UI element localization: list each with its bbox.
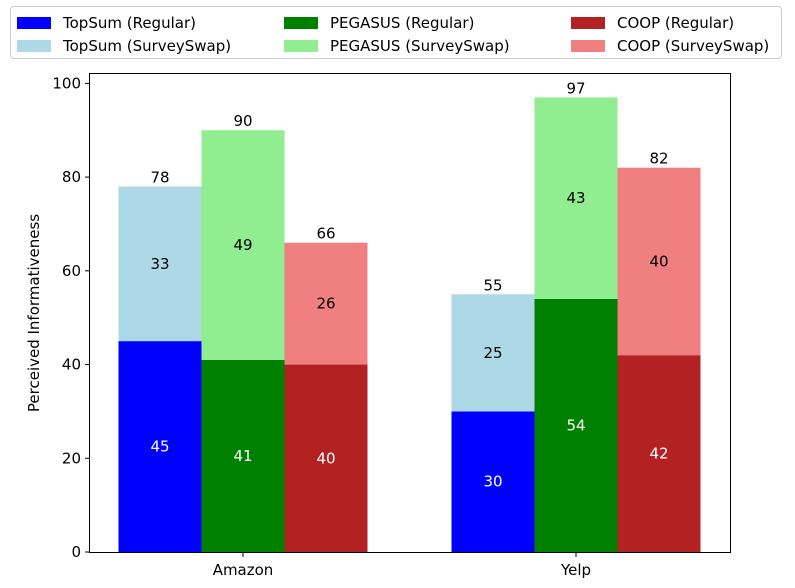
- legend-label: COOP (SurveySwap): [617, 37, 770, 55]
- x-tick-label: Yelp: [560, 561, 591, 579]
- plot-frame: [89, 73, 731, 553]
- legend-swatch: [571, 40, 605, 52]
- bar-topsum-surveyswap-amazon: [118, 186, 202, 342]
- bar-pegasus-regular-amazon: [201, 359, 285, 552]
- bar-value-label: 33: [150, 255, 169, 273]
- y-tick-label: 60: [62, 262, 81, 280]
- legend-item: COOP (SurveySwap): [571, 36, 769, 56]
- bar-value-label: 43: [566, 189, 585, 207]
- bar-coop-surveyswap-yelp: [617, 167, 701, 356]
- y-tick-label: 80: [62, 168, 81, 186]
- bar-value-label: 40: [649, 252, 668, 270]
- legend-swatch: [571, 17, 605, 29]
- x-axis: Amazon Yelp: [213, 552, 591, 579]
- legend-swatch: [17, 17, 51, 29]
- bar-value-label: 54: [566, 416, 585, 434]
- bar-value-label: 26: [316, 295, 335, 313]
- bar-pegasus-surveyswap-yelp: [534, 97, 618, 299]
- legend-item: COOP (Regular): [571, 13, 734, 33]
- y-tick-label: 20: [62, 449, 81, 467]
- bar-total-label: 66: [316, 225, 335, 243]
- bar-topsum-surveyswap-yelp: [451, 294, 535, 412]
- bar-value-label: 42: [649, 445, 668, 463]
- y-tick-label: 0: [71, 543, 81, 561]
- y-tick-label: 100: [52, 74, 81, 92]
- bar-value-label: 40: [316, 449, 335, 467]
- bar-total-label: 97: [566, 79, 585, 97]
- legend-item: PEGASUS (SurveySwap): [284, 36, 510, 56]
- bar-coop-surveyswap-amazon: [284, 242, 368, 365]
- bar-topsum-regular-yelp: [451, 411, 535, 552]
- bar-total-label: 78: [150, 168, 169, 186]
- legend-item: TopSum (SurveySwap): [17, 36, 231, 56]
- x-tick-label: Amazon: [213, 561, 274, 579]
- bar-value-label: 30: [483, 473, 502, 491]
- legend: TopSum (Regular) TopSum (SurveySwap) PEGAS…: [10, 6, 782, 59]
- bar-value-label: 25: [483, 344, 502, 362]
- legend-label: PEGASUS (SurveySwap): [330, 37, 510, 55]
- legend-swatch: [17, 40, 51, 52]
- bar-coop-regular-yelp: [617, 355, 701, 552]
- legend-label: PEGASUS (Regular): [330, 14, 475, 32]
- legend-label: COOP (Regular): [617, 14, 735, 32]
- bar-total-label: 82: [649, 150, 668, 168]
- bars-layer: 45 33 78 41 49 90 40 26 66 30 25 55 54 43 97 42 40 82: [118, 79, 701, 552]
- bar-value-label: 45: [150, 438, 169, 456]
- y-tick-label: 40: [62, 356, 81, 374]
- bar-coop-regular-amazon: [284, 364, 368, 552]
- bar-value-label: 41: [233, 447, 252, 465]
- legend-swatch: [284, 17, 318, 29]
- bar-pegasus-surveyswap-amazon: [201, 130, 285, 360]
- legend-item: PEGASUS (Regular): [284, 13, 474, 33]
- bar-value-label: 49: [233, 236, 252, 254]
- bar-total-label: 55: [483, 276, 502, 294]
- legend-item: TopSum (Regular): [17, 13, 196, 33]
- y-axis-label: Perceived Informativeness: [25, 214, 43, 412]
- bar-topsum-regular-amazon: [118, 341, 202, 552]
- bar-pegasus-regular-yelp: [534, 298, 618, 552]
- legend-label: TopSum (SurveySwap): [63, 37, 232, 55]
- legend-swatch: [284, 40, 318, 52]
- bar-total-label: 90: [233, 112, 252, 130]
- legend-label: TopSum (Regular): [63, 14, 196, 32]
- y-axis: 0 20 40 60 80 100: [52, 74, 90, 561]
